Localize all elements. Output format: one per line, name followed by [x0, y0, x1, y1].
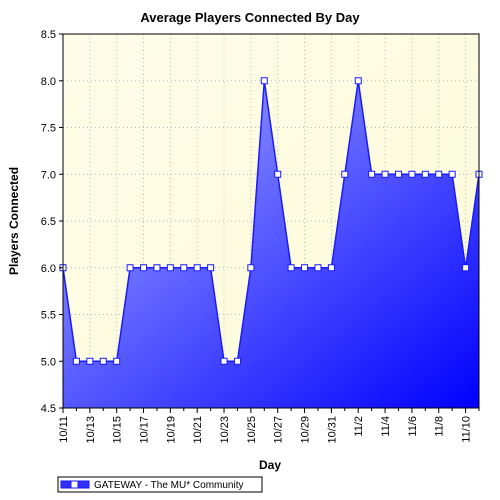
x-tick-label: 10/15: [112, 416, 124, 444]
y-tick-label: 7.5: [41, 123, 56, 135]
data-point: [99, 357, 107, 365]
legend-marker: [70, 480, 79, 489]
data-point: [220, 357, 228, 365]
data-point: [140, 264, 148, 272]
legend-entry-gateway: GATEWAY - The MU* Community: [94, 480, 243, 491]
data-point: [448, 170, 456, 178]
chart-title: Average Players Connected By Day: [140, 10, 360, 25]
data-point: [193, 264, 201, 272]
data-point: [113, 357, 121, 365]
x-tick-label: 10/11: [58, 416, 70, 443]
series-area: [63, 80, 479, 408]
data-point: [86, 357, 94, 365]
x-axis-title: Day: [259, 458, 281, 472]
data-point: [153, 264, 161, 272]
data-point: [72, 357, 80, 365]
x-tick-label: 10/25: [246, 416, 258, 444]
data-point: [421, 170, 429, 178]
x-tick-label: 10/29: [300, 416, 312, 444]
y-tick-label: 6.5: [41, 216, 56, 228]
data-point: [301, 264, 309, 272]
data-point: [408, 170, 416, 178]
data-point: [126, 264, 134, 272]
y-tick-label: 8.5: [41, 29, 56, 41]
x-tick-label: 10/13: [85, 416, 97, 444]
data-point: [314, 264, 322, 272]
y-tick-label: 4.5: [41, 403, 56, 415]
data-point: [341, 170, 349, 178]
y-tick-label: 7.0: [41, 169, 56, 181]
x-tick-label: 10/21: [192, 416, 204, 444]
x-axis-ticks: 10/11 10/13 10/15 10/17 10/19 10/21 10/23 10/25…: [58, 408, 480, 444]
data-point: [381, 170, 389, 178]
data-point: [207, 264, 215, 272]
y-tick-label: 6.0: [41, 263, 56, 275]
legend: GATEWAY - The MU* Community: [57, 476, 263, 493]
data-point: [354, 77, 362, 85]
data-point: [435, 170, 443, 178]
x-tick-label: 10/17: [139, 416, 151, 444]
data-point: [462, 264, 470, 272]
y-axis-ticks: 4.5 5.0 5.5 6.0 6.5 7.0 7.5 8.0 8.5: [41, 29, 63, 415]
y-tick-label: 5.5: [41, 310, 56, 322]
data-point: [233, 357, 241, 365]
y-tick-label: 8.0: [41, 76, 56, 88]
x-tick-label: 10/19: [165, 416, 177, 444]
data-point: [260, 77, 268, 85]
x-tick-label: 10/27: [273, 416, 285, 444]
data-point: [247, 264, 255, 272]
x-tick-label: 11/8: [434, 416, 446, 437]
x-tick-label: 11/2: [353, 416, 365, 437]
legend-box: [57, 476, 263, 493]
x-tick-label: 11/6: [407, 416, 419, 437]
data-point: [274, 170, 282, 178]
data-point: [166, 264, 174, 272]
data-point: [368, 170, 376, 178]
x-tick-label: 10/23: [219, 416, 231, 444]
data-point: [327, 264, 335, 272]
x-tick-label: 11/10: [461, 416, 473, 443]
data-point: [287, 264, 295, 272]
x-tick-label: 11/4: [380, 416, 392, 437]
data-point: [394, 170, 402, 178]
data-point: [180, 264, 188, 272]
x-tick-label: 10/31: [326, 416, 338, 444]
y-axis-title: Players Connected: [7, 167, 21, 275]
y-tick-label: 5.0: [41, 356, 56, 368]
